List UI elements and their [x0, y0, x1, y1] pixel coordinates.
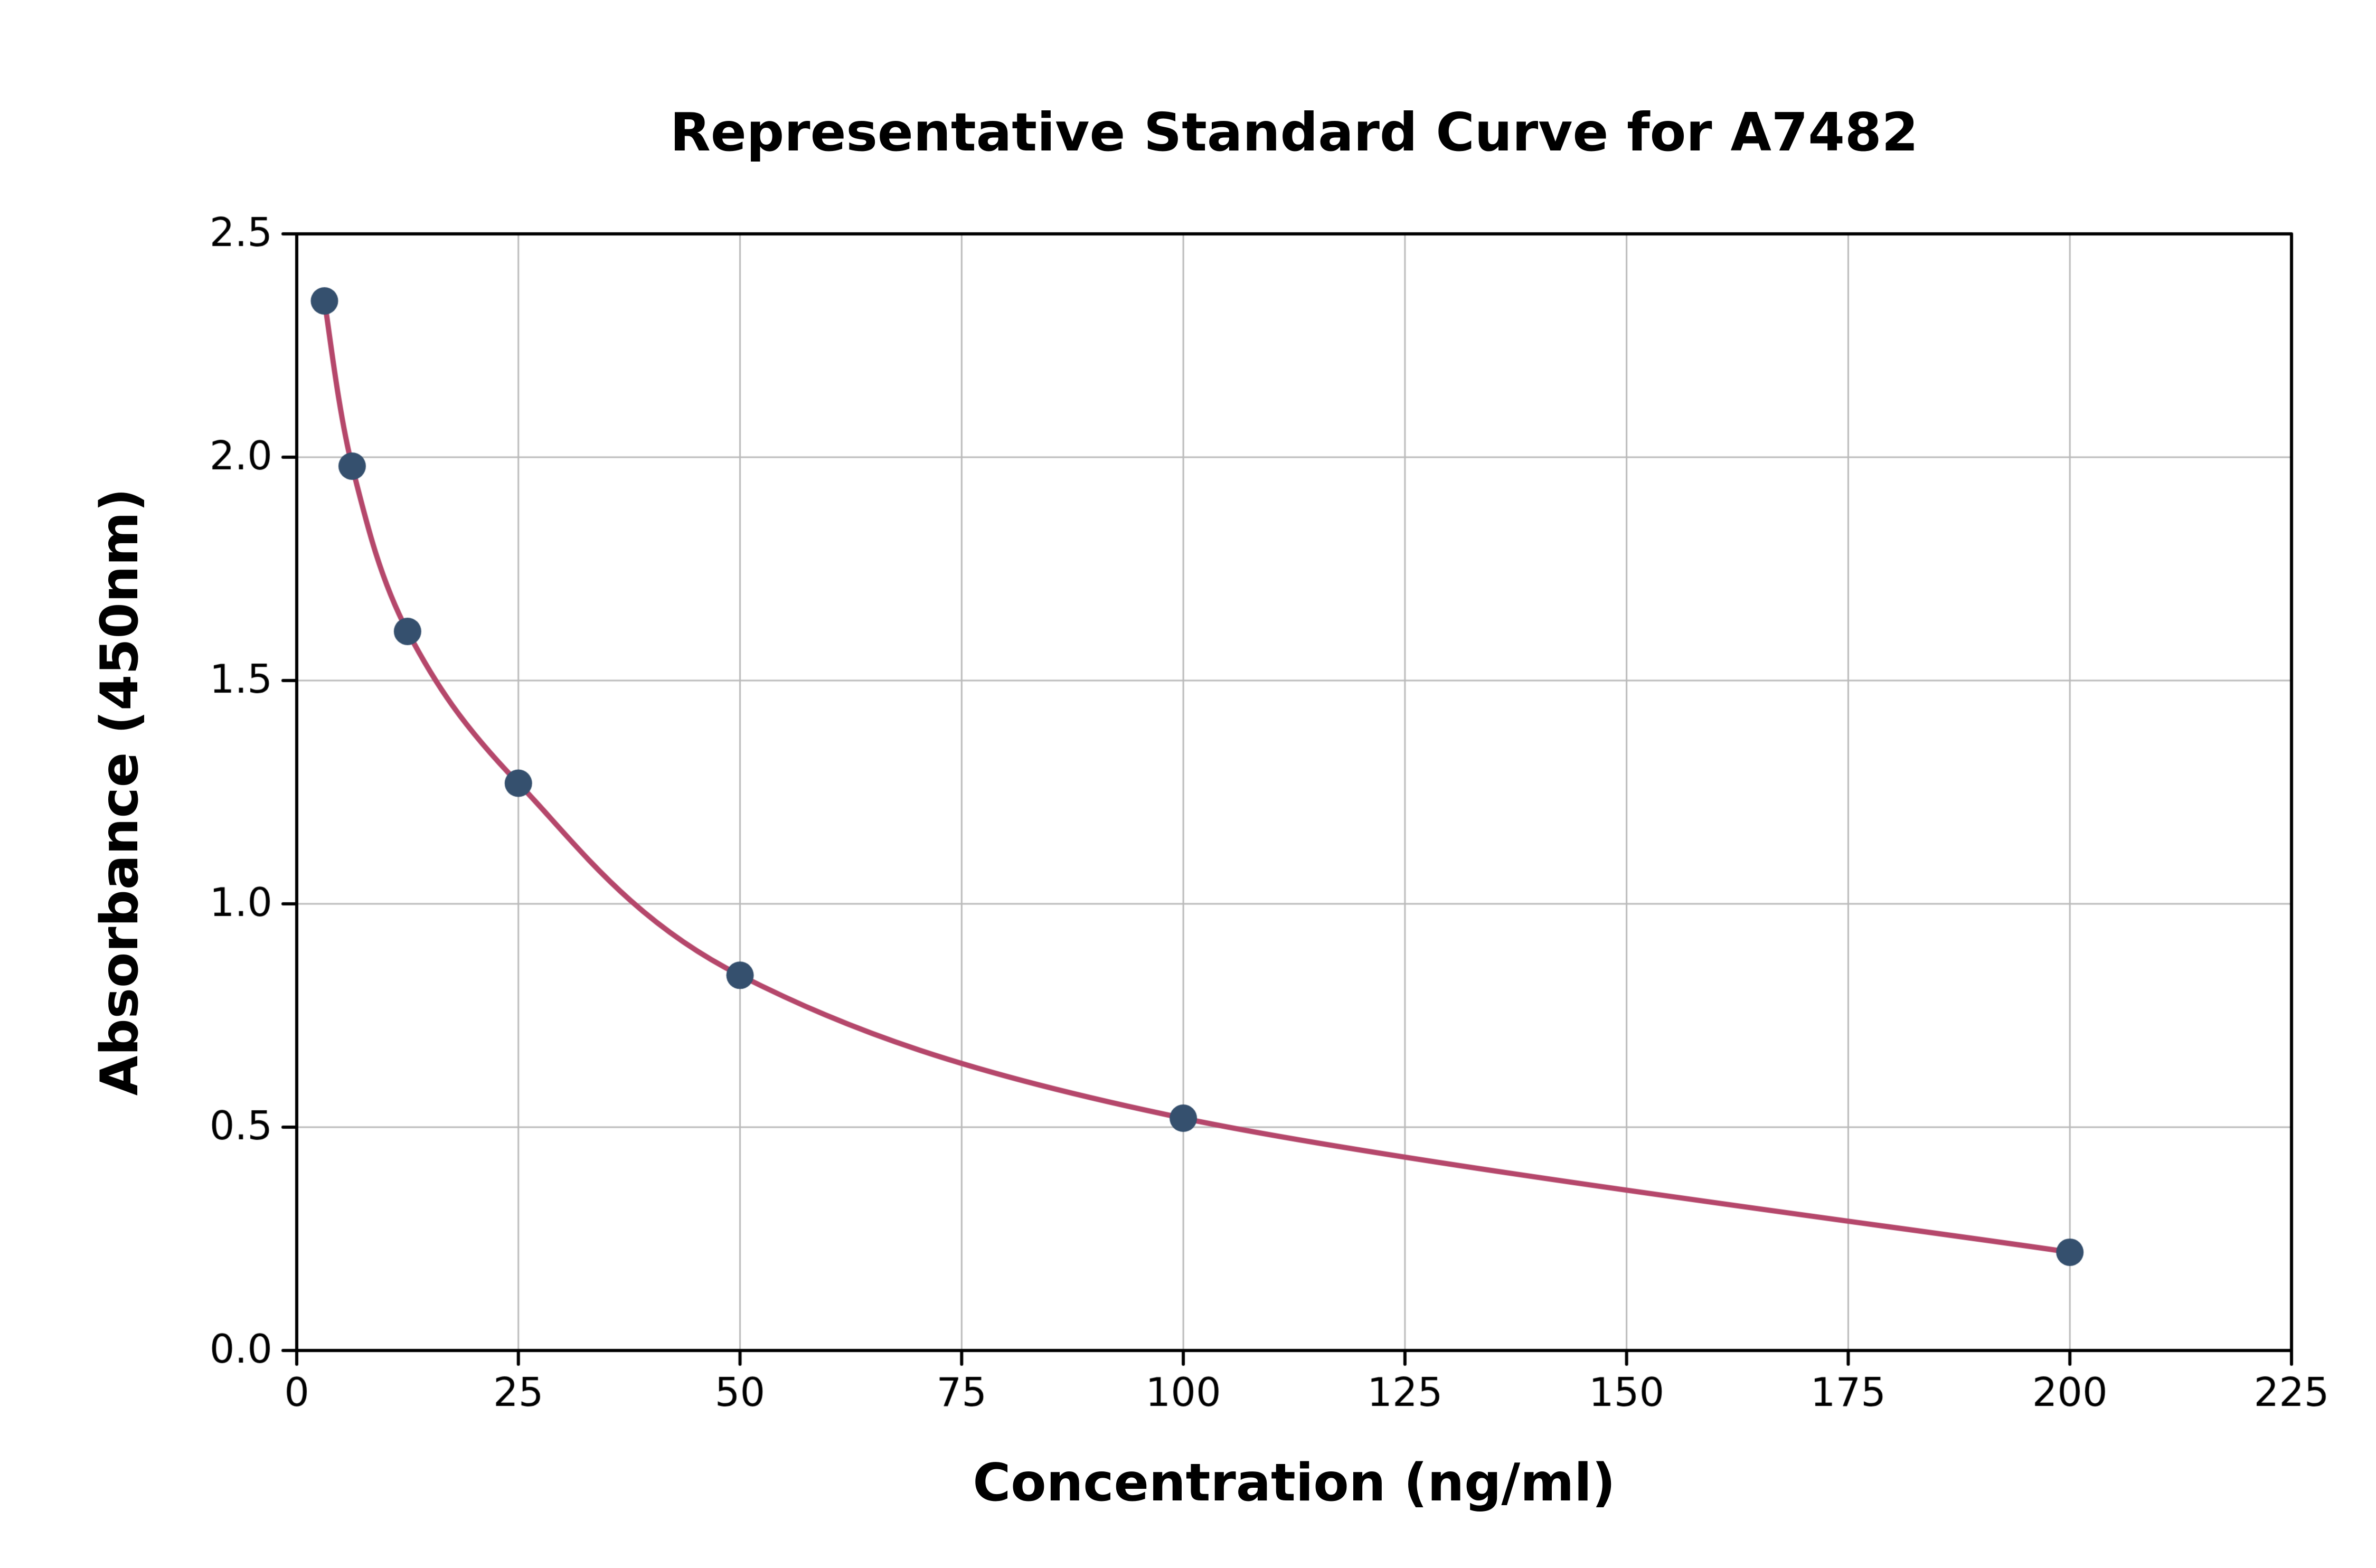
chart-title: Representative Standard Curve for A7482: [670, 101, 1919, 163]
y-axis-label: Absorbance (450nm): [90, 488, 150, 1096]
x-axis-label: Concentration (ng/ml): [973, 1453, 1616, 1513]
